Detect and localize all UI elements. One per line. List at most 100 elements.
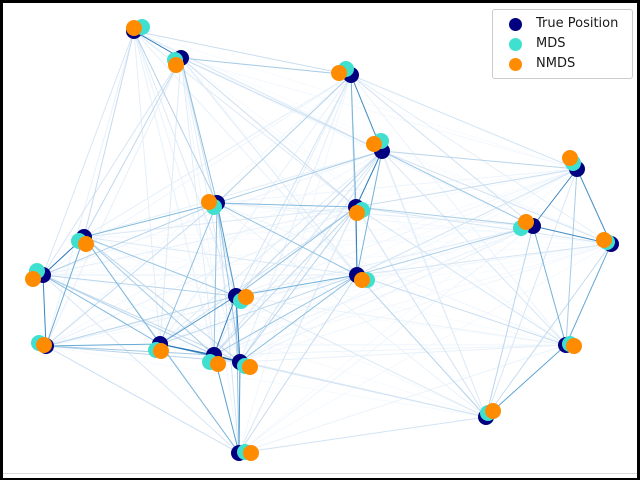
edge-line [235,295,240,454]
edge-line [45,225,534,347]
edge-line [355,206,612,245]
edge-line [83,236,612,245]
edge-line [180,57,567,346]
edge-line [238,344,567,454]
scatter-point-nmds [243,445,259,461]
scatter-point-nmds [349,205,365,221]
edge-line [356,168,578,276]
edge-line [45,274,358,347]
edge-line [213,243,612,356]
edge-line [180,57,358,276]
edge-line [83,236,237,297]
edge-line [532,225,567,346]
edge-line [133,30,237,297]
edge-line [159,57,182,345]
edge-line [180,57,534,227]
edge-line [133,30,383,152]
edge-line [239,74,352,363]
edge-line [350,74,612,245]
edge-line [180,57,218,204]
edge-line [42,30,135,276]
edge-line [485,344,567,418]
edge-line [45,345,215,356]
edge-line [565,243,612,346]
edge-line [45,206,357,347]
legend-label: True Position [536,16,619,31]
edge-line [180,57,237,297]
edge-line [45,343,161,347]
edge-line [159,295,237,345]
edge-line [213,295,237,356]
edge-line [133,30,241,363]
scatter-point-nmds [485,403,501,419]
legend-entry-true-position: True Position [503,16,624,32]
edge-line [42,274,237,297]
edge-line [45,345,487,418]
edge-line [238,243,612,454]
edge-line [238,361,241,454]
edge-line [83,168,578,238]
edge-line [216,202,567,346]
edge-line [180,57,357,208]
edge-line [235,295,567,346]
edge-line [83,74,352,238]
edge-line [83,236,358,276]
edge-line [213,168,578,356]
edge-line [235,295,487,418]
edge-line [42,274,47,347]
scatter-point-nmds [201,194,217,210]
edge-line [485,168,578,418]
scatter-point-nmds [25,271,41,287]
edge-line [42,274,161,345]
edge-line [159,343,215,356]
edge-line [216,202,358,276]
edge-line [356,243,612,276]
edge-line [239,361,487,418]
edge-line [381,150,534,227]
edge-line [235,150,383,297]
edge-line [355,206,487,418]
edge-line [159,343,567,346]
edges-layer [42,30,612,454]
edge-line [42,202,218,276]
edge-line [216,202,237,297]
edge-line [565,168,578,346]
nmds-points-layer [25,20,612,461]
nmds-marker-icon [509,57,522,71]
legend-entry-nmds: NMDS [503,56,624,72]
edge-line [216,202,240,454]
edge-line [381,150,567,346]
edge-line [485,243,612,418]
edge-line [42,274,567,346]
edge-line [42,57,182,276]
edge-line [235,74,352,297]
edge-line [238,416,487,454]
edge-line [213,344,567,356]
edge-line [45,168,578,347]
edge-line [83,57,182,238]
edge-line [159,274,358,345]
scatter-point-nmds [238,289,254,305]
axes-bottom-spine [3,473,637,474]
edge-line [576,168,612,245]
edge-line [356,225,534,276]
edge-line [355,206,567,346]
edge-line [133,30,567,346]
edge-line [180,57,352,76]
edge-line [180,57,578,170]
edge-line [532,168,578,227]
scatter-point-nmds [153,343,169,359]
edge-line [238,206,357,454]
edge-line [235,274,358,297]
edge-line [133,30,215,356]
true-position-marker-icon [509,17,522,31]
scatter-point-nmds [518,214,534,230]
edge-line [239,274,358,363]
edge-line [83,150,383,238]
scatter-point-nmds [126,20,142,36]
edge-line [355,150,383,208]
edge-line [216,202,612,245]
legend-entry-mds: MDS [503,36,624,52]
edge-line [159,206,357,345]
